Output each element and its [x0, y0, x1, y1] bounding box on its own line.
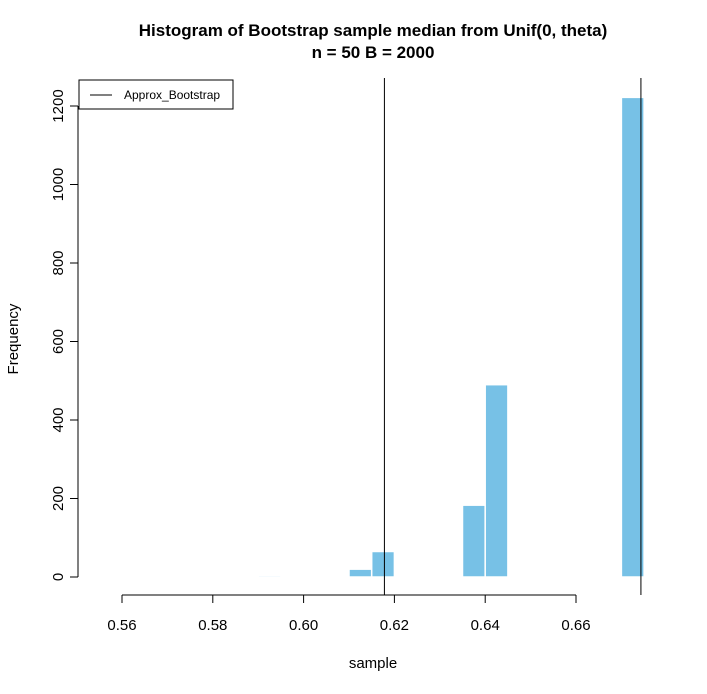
y-tick-label: 400 [50, 407, 67, 432]
y-tick-label: 800 [50, 250, 67, 275]
x-tick-label: 0.58 [198, 617, 227, 634]
chart-subtitle: n = 50 B = 2000 [312, 43, 435, 62]
y-axis-label: Frequency [5, 303, 22, 374]
histogram-bar [370, 550, 396, 578]
histogram-bar [348, 568, 373, 578]
x-tick-label: 0.66 [561, 617, 590, 634]
histogram-bar [484, 383, 509, 578]
y-tick-label: 200 [50, 486, 67, 511]
y-tick-label: 0 [50, 573, 67, 581]
histogram-bar [620, 96, 645, 578]
x-tick-label: 0.60 [289, 617, 318, 634]
histogram-bar [461, 504, 486, 578]
x-axis-label: sample [349, 655, 397, 672]
legend: Approx_Bootstrap [78, 79, 234, 110]
reference-lines-group [383, 78, 642, 595]
legend-label: Approx_Bootstrap [124, 88, 220, 102]
y-tick-label: 600 [50, 329, 67, 354]
y-axis: 0 200 400 600 800 1000 1200 [50, 89, 79, 581]
x-tick-label: 0.56 [107, 617, 136, 634]
bars-group [98, 96, 645, 579]
x-tick-label: 0.62 [380, 617, 409, 634]
histogram-bar [98, 575, 123, 579]
y-tick-label: 1000 [50, 168, 67, 201]
histogram-bar [257, 574, 282, 578]
chart-title: Histogram of Bootstrap sample median fro… [139, 21, 608, 40]
x-tick-label: 0.64 [471, 617, 500, 634]
x-axis: 0.56 0.58 0.60 0.62 0.64 0.66 [107, 594, 591, 634]
y-tick-label: 1200 [50, 89, 67, 122]
